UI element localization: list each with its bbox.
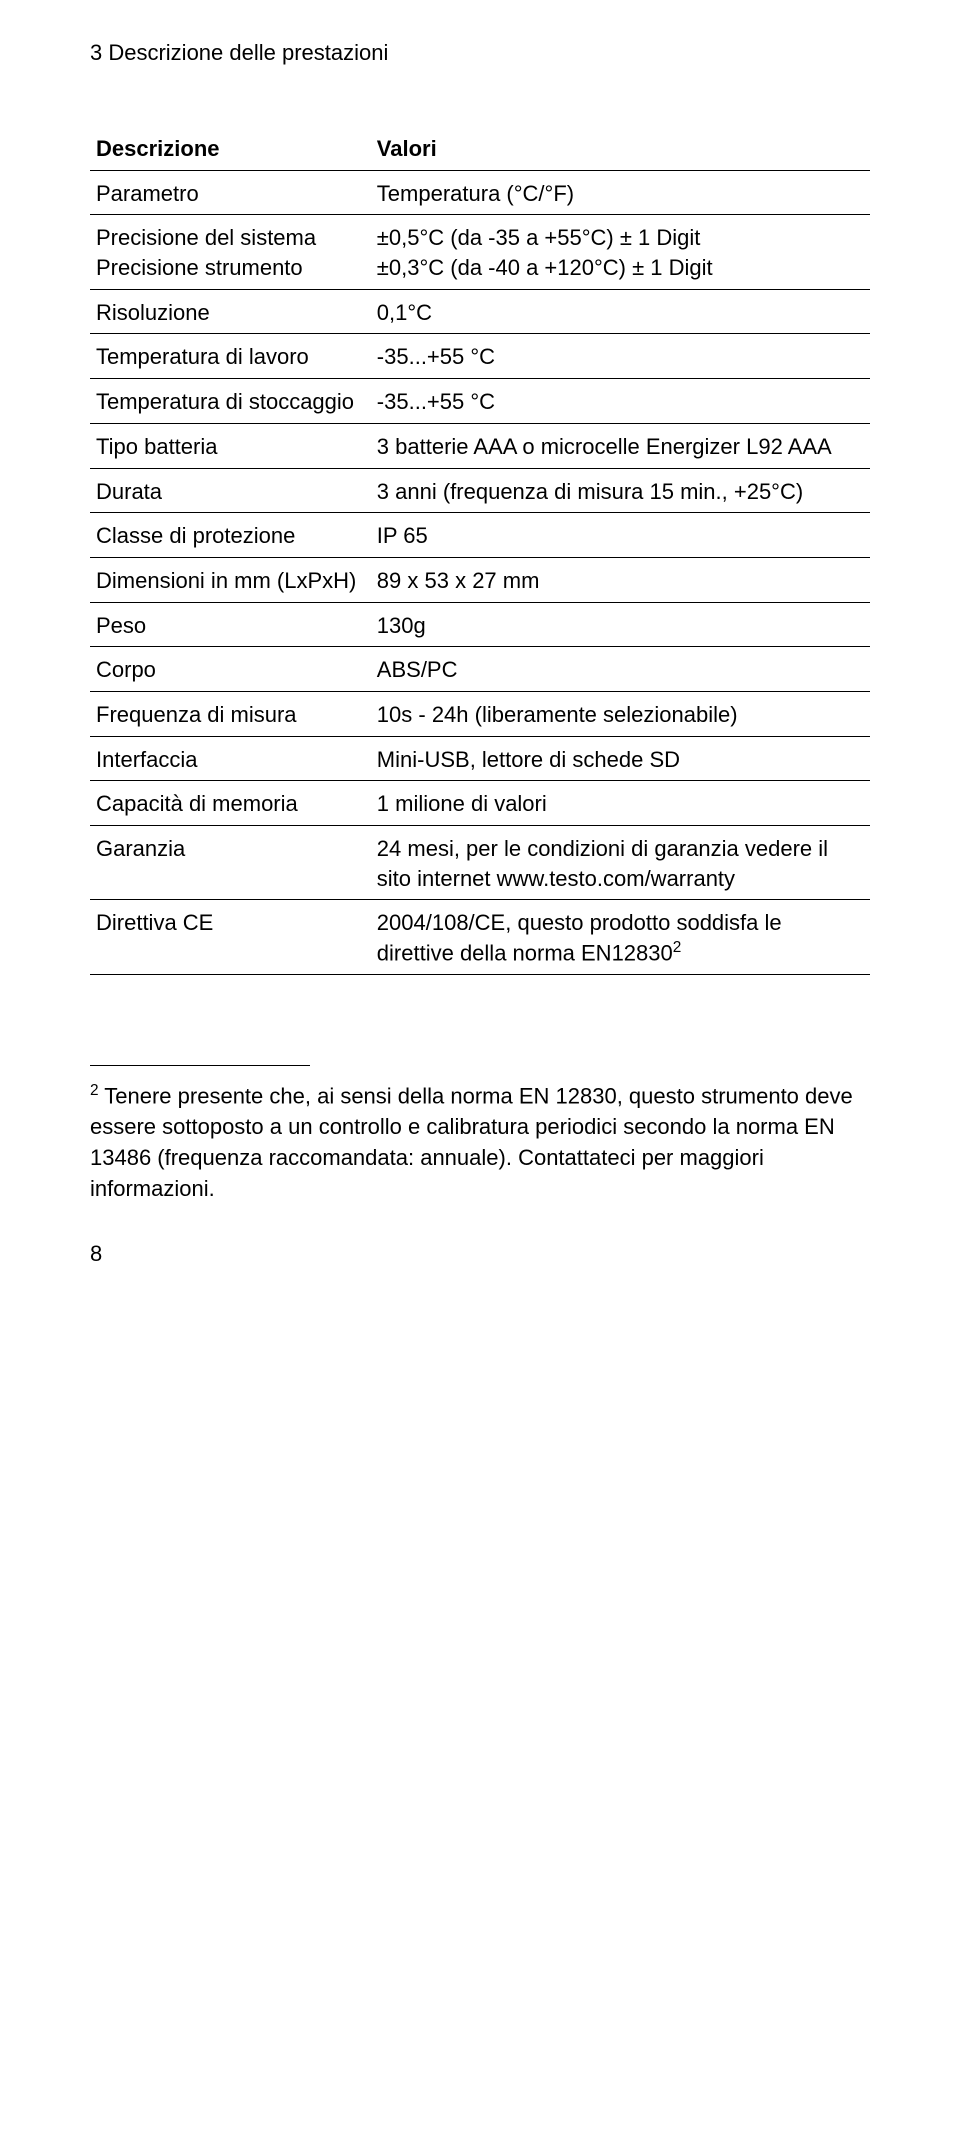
- table-row: Durata3 anni (frequenza di misura 15 min…: [90, 468, 870, 513]
- table-row: Dimensioni in mm (LxPxH)89 x 53 x 27 mm: [90, 557, 870, 602]
- table-row: Risoluzione0,1°C: [90, 289, 870, 334]
- table-header-left: Descrizione: [90, 126, 371, 170]
- table-cell-left: Temperatura di lavoro: [90, 334, 371, 379]
- table-row: Garanzia24 mesi, per le condizioni di ga…: [90, 826, 870, 900]
- table-cell-left: Frequenza di misura: [90, 691, 371, 736]
- table-cell-right: IP 65: [371, 513, 870, 558]
- table-row: CorpoABS/PC: [90, 647, 870, 692]
- table-cell-right: -35...+55 °C: [371, 379, 870, 424]
- table-cell-left: Durata: [90, 468, 371, 513]
- table-cell-right: -35...+55 °C: [371, 334, 870, 379]
- page-header: 3 Descrizione delle prestazioni: [90, 40, 870, 66]
- table-cell-right: 3 batterie AAA o microcelle Energizer L9…: [371, 423, 870, 468]
- table-cell-right: 10s - 24h (liberamente selezionabile): [371, 691, 870, 736]
- table-cell-left: Direttiva CE: [90, 900, 371, 975]
- table-row: Temperatura di lavoro-35...+55 °C: [90, 334, 870, 379]
- table-row: Classe di protezioneIP 65: [90, 513, 870, 558]
- table-row: ParametroTemperatura (°C/°F): [90, 170, 870, 215]
- table-cell-left: Tipo batteria: [90, 423, 371, 468]
- table-cell-right: 0,1°C: [371, 289, 870, 334]
- table-row: Tipo batteria3 batterie AAA o microcelle…: [90, 423, 870, 468]
- table-cell-right: 130g: [371, 602, 870, 647]
- table-cell-right: 24 mesi, per le condizioni di garanzia v…: [371, 826, 870, 900]
- table-cell-right: 2004/108/CE, questo prodotto soddisfa le…: [371, 900, 870, 975]
- table-cell-right: ±0,5°C (da -35 a +55°C) ± 1 Digit ±0,3°C…: [371, 215, 870, 289]
- table-cell-left: Precisione del sistema Precisione strume…: [90, 215, 371, 289]
- table-cell-left: Interfaccia: [90, 736, 371, 781]
- footnote-separator: [90, 1065, 310, 1066]
- table-cell-right: 89 x 53 x 27 mm: [371, 557, 870, 602]
- table-row: Frequenza di misura10s - 24h (liberament…: [90, 691, 870, 736]
- table-cell-right: 3 anni (frequenza di misura 15 min., +25…: [371, 468, 870, 513]
- table-header-right: Valori: [371, 126, 870, 170]
- table-cell-right: Mini-USB, lettore di schede SD: [371, 736, 870, 781]
- table-cell-left: Peso: [90, 602, 371, 647]
- table-cell-left: Corpo: [90, 647, 371, 692]
- table-cell-left: Capacità di memoria: [90, 781, 371, 826]
- table-cell-left: Temperatura di stoccaggio: [90, 379, 371, 424]
- table-cell-left: Risoluzione: [90, 289, 371, 334]
- table-cell-left: Garanzia: [90, 826, 371, 900]
- table-cell-right: Temperatura (°C/°F): [371, 170, 870, 215]
- table-row: Peso130g: [90, 602, 870, 647]
- table-body: DescrizioneValoriParametroTemperatura (°…: [90, 126, 870, 975]
- table-row: Precisione del sistema Precisione strume…: [90, 215, 870, 289]
- table-row: Capacità di memoria1 milione di valori: [90, 781, 870, 826]
- table-row: InterfacciaMini-USB, lettore di schede S…: [90, 736, 870, 781]
- footnote-text: 2 Tenere presente che, ai sensi della no…: [90, 1080, 870, 1205]
- table-row: Direttiva CE2004/108/CE, questo prodotto…: [90, 900, 870, 975]
- table-cell-left: Classe di protezione: [90, 513, 371, 558]
- table-cell-right: ABS/PC: [371, 647, 870, 692]
- page-number: 8: [90, 1241, 870, 1267]
- table-cell-left: Parametro: [90, 170, 371, 215]
- table-header-row: DescrizioneValori: [90, 126, 870, 170]
- table-row: Temperatura di stoccaggio-35...+55 °C: [90, 379, 870, 424]
- table-cell-right: 1 milione di valori: [371, 781, 870, 826]
- specifications-table: DescrizioneValoriParametroTemperatura (°…: [90, 126, 870, 975]
- table-cell-left: Dimensioni in mm (LxPxH): [90, 557, 371, 602]
